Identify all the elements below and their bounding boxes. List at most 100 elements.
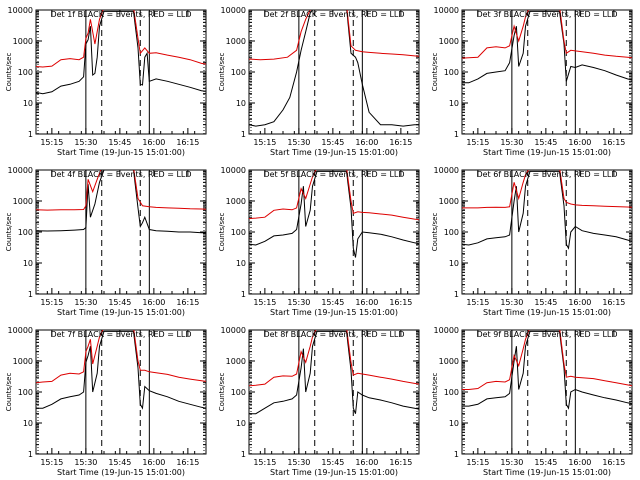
series-line-lld [36, 10, 206, 68]
panel-det-9: 1 10 100 1000 10000 15:15 15:30 15:45 16:00 16:15… [431, 326, 633, 477]
x-tick-label: 16:00 [568, 298, 591, 307]
x-tick-label: 16:00 [142, 458, 165, 467]
x-tick-label: 16:15 [176, 458, 199, 467]
series-line-events [462, 10, 632, 84]
panel-det-4: 1 10 100 1000 10000 15:15 15:30 15:45 16:00 16:15… [5, 166, 207, 317]
x-tick-label: 15:45 [534, 138, 557, 147]
y-tick-label: 1 [241, 290, 246, 299]
x-tick-label: 15:45 [321, 298, 344, 307]
x-tick-label: 16:15 [602, 138, 625, 147]
x-tick-label: 15:15 [466, 298, 489, 307]
panel-det-3: 1 10 100 1000 10000 15:15 15:30 15:45 16:00 16:15… [431, 6, 633, 157]
x-tick-label: 16:15 [389, 138, 412, 147]
y-tick-label: 100 [231, 388, 246, 397]
y-axis-label: Counts/sec [431, 53, 439, 92]
panel-title: Det 6f BLACK = Events, RED = LLD [476, 170, 617, 179]
x-tick-label: 16:00 [355, 138, 378, 147]
series-line-events [36, 170, 206, 234]
y-tick-label: 100 [444, 68, 459, 77]
x-tick-label: 15:15 [466, 138, 489, 147]
y-tick-label: 10 [449, 419, 459, 428]
y-tick-label: 1000 [439, 37, 459, 46]
series-line-events [249, 10, 419, 127]
y-tick-label: 1 [454, 450, 459, 459]
y-tick-label: 10 [449, 99, 459, 108]
x-tick-label: 15:15 [253, 138, 276, 147]
series-line-lld [249, 170, 419, 221]
panel-title: Det 8f BLACK = Events, RED = LLD [263, 330, 404, 339]
x-tick-label: 16:00 [355, 298, 378, 307]
y-axis-label: Counts/sec [5, 213, 13, 252]
x-tick-label: 15:45 [321, 138, 344, 147]
y-tick-label: 10000 [434, 166, 459, 175]
x-tick-label: 16:15 [602, 298, 625, 307]
x-tick-label: 15:45 [534, 298, 557, 307]
series-line-events [249, 170, 419, 258]
plot-frame [248, 9, 420, 135]
x-axis-label: Start Time (19-Jun-15 15:01:00) [270, 148, 398, 157]
panel-title: Det 4f BLACK = Events, RED = LLD [50, 170, 191, 179]
x-axis-label: Start Time (19-Jun-15 15:01:00) [270, 468, 398, 477]
x-tick-label: 16:15 [389, 298, 412, 307]
y-tick-label: 100 [444, 388, 459, 397]
x-axis-label: Start Time (19-Jun-15 15:01:00) [483, 148, 611, 157]
panel-det-7: 1 10 100 1000 10000 15:15 15:30 15:45 16:00 16:15… [5, 326, 207, 477]
x-tick-label: 15:45 [108, 298, 131, 307]
plot-frame [248, 169, 420, 295]
y-axis-label: Counts/sec [5, 53, 13, 92]
y-tick-label: 1 [241, 450, 246, 459]
y-tick-label: 10000 [8, 166, 33, 175]
plot-frame [35, 9, 207, 135]
y-tick-label: 10000 [221, 326, 246, 335]
x-tick-label: 15:30 [287, 458, 310, 467]
y-axis-label: Counts/sec [431, 213, 439, 252]
y-tick-label: 100 [18, 388, 33, 397]
x-tick-label: 15:30 [74, 298, 97, 307]
x-tick-label: 15:15 [40, 458, 63, 467]
series-line-lld [462, 10, 632, 59]
y-tick-label: 1000 [13, 37, 33, 46]
series-line-lld [36, 330, 206, 384]
y-tick-label: 10000 [221, 166, 246, 175]
y-tick-label: 10000 [8, 6, 33, 15]
series-line-events [36, 10, 206, 95]
x-tick-label: 15:15 [253, 298, 276, 307]
panel-det-6: 1 10 100 1000 10000 15:15 15:30 15:45 16:00 16:15… [431, 166, 633, 317]
x-tick-label: 16:15 [176, 298, 199, 307]
x-tick-label: 16:15 [389, 458, 412, 467]
panel-title: Det 1f BLACK = Events, RED = LLD [50, 10, 191, 19]
y-axis-label: Counts/sec [218, 213, 226, 252]
plot-frame [35, 329, 207, 455]
y-tick-label: 10000 [8, 326, 33, 335]
x-tick-label: 16:15 [602, 458, 625, 467]
y-tick-label: 1000 [226, 197, 246, 206]
x-axis-label: Start Time (19-Jun-15 15:01:00) [270, 308, 398, 317]
series-line-events [462, 170, 632, 250]
series-line-lld [249, 330, 419, 387]
x-tick-label: 15:45 [108, 138, 131, 147]
panel-title: Det 5f BLACK = Events, RED = LLD [263, 170, 404, 179]
y-tick-label: 1000 [13, 197, 33, 206]
y-tick-label: 10 [236, 259, 246, 268]
y-tick-label: 1000 [439, 197, 459, 206]
y-tick-label: 100 [444, 228, 459, 237]
x-tick-label: 15:30 [500, 138, 523, 147]
y-tick-label: 100 [231, 68, 246, 77]
x-axis-label: Start Time (19-Jun-15 15:01:00) [483, 308, 611, 317]
x-axis-label: Start Time (19-Jun-15 15:01:00) [483, 468, 611, 477]
series-line-lld [462, 170, 632, 209]
y-axis-label: Counts/sec [5, 373, 13, 412]
series-line-events [249, 330, 419, 415]
y-tick-label: 10000 [434, 326, 459, 335]
panel-title: Det 7f BLACK = Events, RED = LLD [50, 330, 191, 339]
x-tick-label: 16:00 [142, 298, 165, 307]
y-axis-label: Counts/sec [218, 53, 226, 92]
series-line-lld [462, 330, 632, 390]
panel-det-2: 1 10 100 1000 10000 15:15 15:30 15:45 16:00 16:15… [218, 6, 420, 157]
x-axis-label: Start Time (19-Jun-15 15:01:00) [57, 468, 185, 477]
x-tick-label: 15:45 [108, 458, 131, 467]
y-tick-label: 1 [28, 290, 33, 299]
series-line-events [36, 330, 206, 410]
y-tick-label: 10 [449, 259, 459, 268]
x-tick-label: 15:30 [500, 458, 523, 467]
